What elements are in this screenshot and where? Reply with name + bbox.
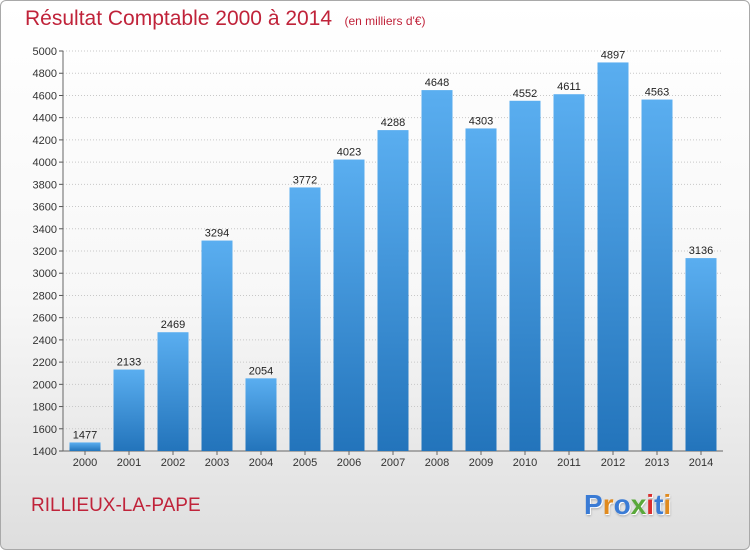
y-tick-label: 1600 [33,424,57,436]
brand-logo: Proxiti [584,489,671,521]
y-tick-label: 4800 [33,68,57,80]
x-tick-label: 2000 [73,457,97,469]
data-label: 4288 [381,117,405,129]
data-label: 4552 [513,88,537,100]
chart-header: Résultat Comptable 2000 à 2014 (en milli… [25,7,425,31]
data-label: 4563 [645,87,669,99]
data-label: 3294 [205,228,229,240]
x-tick-label: 2009 [469,457,493,469]
bar [465,128,497,451]
x-tick-label: 2003 [205,457,229,469]
y-tick-label: 4000 [33,157,57,169]
bar [553,94,585,451]
bar [685,258,717,451]
y-tick-label: 3800 [33,179,57,191]
y-tick-label: 3200 [33,246,57,258]
bar [201,240,233,451]
bar [245,378,277,451]
x-tick-label: 2005 [293,457,317,469]
chart-subtitle: (en milliers d'€) [344,14,426,28]
city-name: RILLIEUX-LA-PAPE [31,495,201,516]
bar [157,332,189,451]
y-tick-label: 1400 [33,446,57,458]
y-tick-label: 2400 [33,335,57,347]
bar [641,99,673,452]
y-tick-label: 2800 [33,290,57,302]
data-label: 4648 [425,77,449,89]
bar-layer [69,62,717,452]
x-tick-label: 2004 [249,457,273,469]
data-label: 4023 [337,147,361,159]
y-tick-label: 2600 [33,313,57,325]
brand-logo-letter: t [654,489,664,520]
data-label: 4897 [601,49,625,61]
y-tick-label: 2000 [33,379,57,391]
x-tick-label: 2013 [645,457,669,469]
x-tick-label: 2002 [161,457,185,469]
y-tick-label: 4400 [33,113,57,125]
x-tick-label: 2006 [337,457,361,469]
y-tick-label: 1800 [33,402,57,414]
y-tick-label: 2200 [33,357,57,369]
x-tick-label: 2001 [117,457,141,469]
y-tick-label: 5000 [33,46,57,58]
bar [333,159,365,452]
x-tick-label: 2011 [557,457,581,469]
data-label: 2469 [161,319,185,331]
x-tick-label: 2008 [425,457,449,469]
brand-logo-letter: r [602,489,614,520]
bar [597,62,629,451]
brand-logo-letter: i [646,489,655,520]
bar [69,442,101,451]
y-tick-label: 3400 [33,224,57,236]
data-label: 4303 [469,115,493,127]
brand-logo-letter: P [584,489,603,520]
y-tick-label: 4200 [33,135,57,147]
data-label: 3136 [689,245,713,257]
bar [421,90,453,451]
x-tick-label: 2010 [513,457,537,469]
brand-logo-letter: o [613,489,631,520]
data-label: 1477 [73,429,97,441]
data-label: 3772 [293,174,317,186]
axis-layer: 1400 1600 1800 2000 2200 2400 2600 2800 3000 3200… [33,46,723,469]
bar [289,187,321,451]
bar [509,100,541,452]
brand-logo-letter: i [663,489,672,520]
data-label: 4611 [557,81,581,93]
bar [377,130,409,451]
data-label: 2133 [117,357,141,369]
data-label: 2054 [249,365,273,377]
y-tick-label: 3600 [33,202,57,214]
brand-logo-letter: x [630,489,647,520]
label-layer: 1477 2133 2469 3294 2054 3772 4023 4288 4648 4303… [73,49,713,441]
y-tick-label: 4600 [33,90,57,102]
chart-title: Résultat Comptable 2000 à 2014 [25,7,333,30]
y-tick-label: 3000 [33,268,57,280]
x-tick-label: 2012 [601,457,625,469]
bar [113,369,145,451]
x-tick-label: 2007 [381,457,405,469]
x-tick-label: 2014 [689,457,713,469]
